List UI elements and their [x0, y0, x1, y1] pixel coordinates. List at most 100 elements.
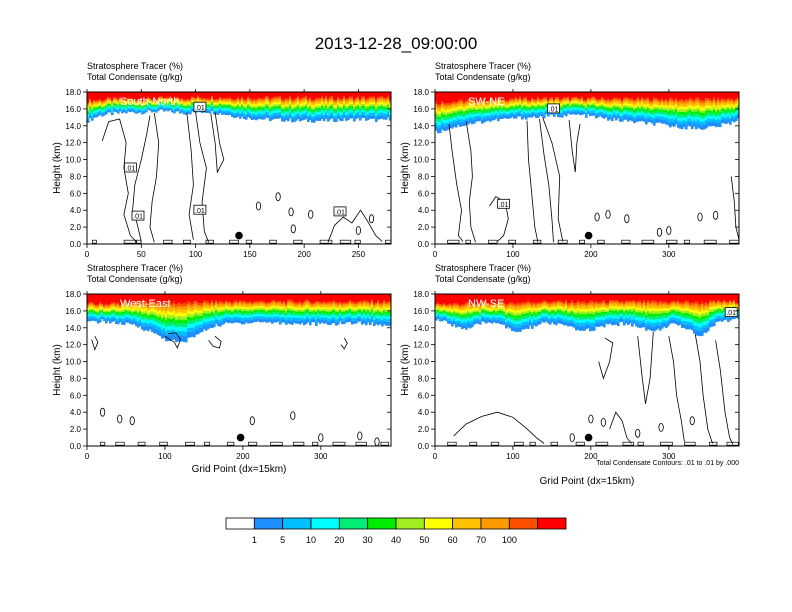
tracer-cell	[237, 105, 240, 108]
tracer-cell	[321, 110, 324, 113]
tracer-cell	[381, 92, 384, 97]
location-marker	[584, 231, 593, 240]
tracer-cell	[303, 313, 306, 317]
tracer-cell	[375, 101, 378, 104]
tracer-cell	[725, 114, 728, 118]
tracer-cell	[251, 104, 254, 107]
tracer-cell	[147, 306, 150, 309]
tracer-cell	[249, 310, 252, 313]
tracer-cell	[573, 109, 576, 112]
tracer-cell	[707, 100, 710, 103]
tracer-cell	[465, 104, 468, 107]
tracer-cell	[235, 103, 238, 106]
tracer-cell	[107, 102, 110, 104]
tracer-cell	[107, 294, 110, 305]
tracer-cell	[531, 100, 534, 103]
tracer-cell	[205, 98, 208, 100]
condensate-contour	[539, 118, 554, 243]
tracer-cell	[643, 106, 646, 109]
tracer-cell	[189, 108, 192, 111]
tracer-cell	[171, 333, 174, 340]
tracer-cell	[725, 92, 728, 100]
tracer-cell	[87, 312, 90, 315]
tracer-cell	[293, 303, 296, 306]
tracer-cell	[181, 327, 184, 332]
tracer-cell	[131, 105, 134, 107]
tracer-cell	[313, 309, 316, 311]
tracer-cell	[497, 108, 500, 111]
tracer-cell	[101, 103, 104, 105]
tracer-cell	[603, 110, 606, 114]
tracer-cell	[143, 111, 146, 114]
tracer-cell	[333, 304, 336, 307]
condensate-contour	[624, 214, 630, 224]
tracer-cell	[369, 104, 372, 107]
tracer-cell	[185, 109, 188, 111]
tracer-cell	[101, 294, 104, 304]
tracer-cell	[167, 109, 170, 112]
tracer-cell	[141, 106, 144, 108]
tracer-cell	[527, 104, 530, 106]
tracer-cell	[179, 109, 182, 112]
tracer-cell	[105, 105, 108, 108]
tracer-cell	[621, 105, 624, 108]
tracer-cell	[619, 118, 622, 122]
tracer-cell	[349, 100, 352, 103]
tracer-cell	[241, 105, 244, 108]
tracer-cell	[233, 301, 236, 304]
tracer-cell	[289, 317, 292, 321]
tracer-cell	[235, 102, 238, 104]
tracer-cell	[105, 294, 108, 304]
tracer-cell	[319, 320, 322, 324]
tracer-cell	[201, 98, 204, 100]
tracer-cell	[91, 111, 94, 114]
tracer-cell	[679, 104, 682, 107]
tracer-cell	[547, 101, 550, 104]
condensate-contour	[269, 239, 277, 244]
tracer-cell	[539, 103, 542, 105]
tracer-cell	[155, 107, 158, 110]
tracer-cell	[353, 111, 356, 114]
tracer-cell	[497, 117, 500, 122]
tracer-cell	[185, 107, 188, 110]
tracer-cell	[519, 101, 522, 104]
tracer-cell	[323, 307, 326, 309]
tracer-cell	[383, 101, 386, 104]
tracer-cell	[255, 108, 258, 111]
tracer-cell	[507, 105, 510, 107]
tracer-cell	[585, 115, 588, 118]
tracer-cell	[565, 92, 568, 98]
tracer-cell	[307, 115, 310, 119]
tracer-cell	[281, 92, 284, 100]
tracer-cell	[109, 308, 112, 311]
tracer-cell	[153, 328, 156, 334]
tracer-cell	[713, 121, 716, 127]
tracer-cell	[257, 115, 260, 120]
tracer-cell	[547, 92, 550, 101]
tracer-cell	[225, 316, 228, 319]
tracer-cell	[291, 306, 294, 309]
tracer-cell	[301, 101, 304, 104]
tracer-cell	[269, 103, 272, 105]
tracer-cell	[503, 98, 506, 101]
tracer-cell	[605, 107, 608, 110]
tracer-cell	[715, 92, 718, 101]
tracer-cell	[263, 116, 266, 120]
tracer-cell	[111, 310, 114, 313]
tracer-cell	[103, 101, 106, 103]
tracer-cell	[177, 105, 180, 108]
tracer-cell	[571, 109, 574, 112]
tracer-cell	[277, 104, 280, 107]
tracer-cell	[111, 101, 114, 103]
tracer-cell	[287, 108, 290, 111]
tracer-cell	[269, 115, 272, 118]
tracer-cell	[255, 92, 258, 100]
tracer-cell	[115, 109, 118, 113]
tracer-cell	[209, 323, 212, 328]
tracer-cell	[483, 115, 486, 119]
tracer-cell	[253, 305, 256, 307]
tracer-cell	[537, 100, 540, 103]
tracer-cell	[521, 114, 524, 117]
tracer-cell	[505, 103, 508, 106]
tracer-cell	[213, 107, 216, 109]
